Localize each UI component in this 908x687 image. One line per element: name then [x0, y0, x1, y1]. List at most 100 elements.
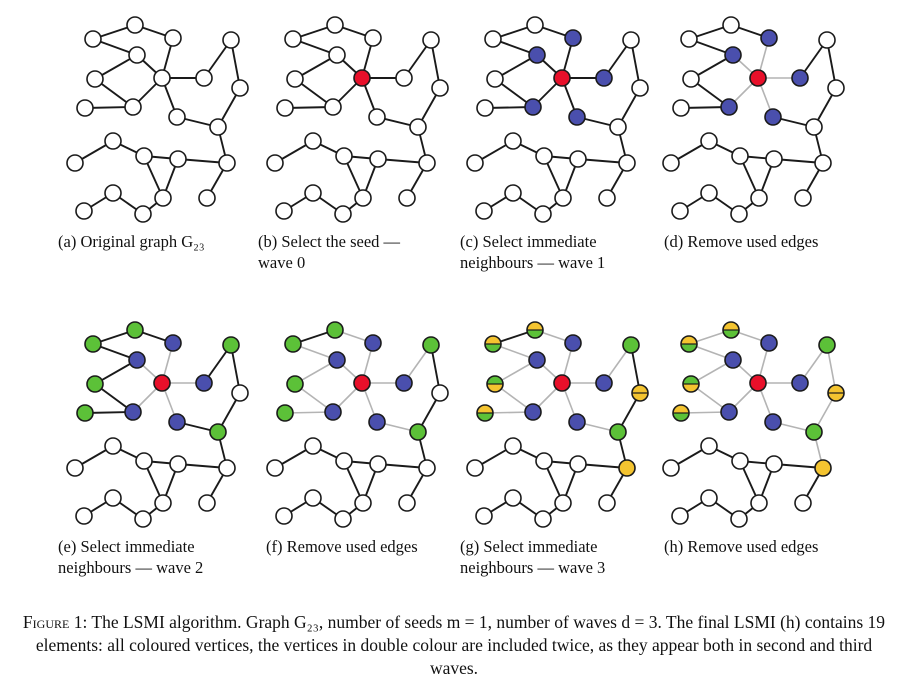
node-n11 — [368, 108, 386, 126]
node-n12 — [805, 118, 823, 136]
node-n11 — [568, 108, 586, 126]
node-n15 — [535, 147, 553, 165]
node-n5 — [286, 375, 304, 393]
subcaption-g: (g) Select immediate neighbours — wave 3 — [460, 536, 605, 578]
node-n17 — [418, 154, 436, 172]
node-n17 — [218, 459, 236, 477]
node-n3 — [528, 351, 546, 369]
node-n14 — [700, 132, 718, 150]
node-n19 — [354, 189, 372, 207]
node-n4 — [622, 31, 640, 49]
node-n17 — [814, 154, 832, 172]
panel-c — [400, 0, 660, 230]
node-n17 — [618, 154, 636, 172]
node-n5 — [486, 375, 504, 393]
node-n13 — [266, 154, 284, 172]
node-n15 — [731, 452, 749, 470]
node-n11 — [168, 413, 186, 431]
node-n20 — [75, 202, 93, 220]
node-n0 — [284, 30, 302, 48]
node-n19 — [154, 494, 172, 512]
figure-label: Figure 1: — [22, 612, 88, 632]
panel-b — [200, 0, 460, 230]
node-n10 — [720, 98, 738, 116]
subcaption-a: (a) Original graph G₂₃ — [58, 231, 205, 252]
node-n6 — [353, 374, 371, 392]
node-n15 — [335, 452, 353, 470]
graph-f — [266, 321, 449, 528]
node-n22 — [794, 494, 812, 512]
node-n7 — [595, 69, 613, 87]
node-n3 — [128, 46, 146, 64]
graph-h — [662, 321, 845, 528]
subcaption-a-line-1: (a) Original graph G₂₃ — [58, 232, 205, 251]
node-n8 — [231, 79, 249, 97]
node-n21 — [534, 205, 552, 223]
node-n3 — [724, 46, 742, 64]
node-n16 — [169, 150, 187, 168]
node-n8 — [827, 79, 845, 97]
node-n12 — [609, 423, 627, 441]
node-n19 — [554, 189, 572, 207]
node-n15 — [335, 147, 353, 165]
subcaption-c: (c) Select immediate neighbours — wave 1 — [460, 231, 605, 273]
node-n1 — [326, 16, 344, 34]
node-n15 — [535, 452, 553, 470]
node-n6 — [749, 374, 767, 392]
node-n13 — [662, 154, 680, 172]
node-n11 — [764, 108, 782, 126]
node-n7 — [195, 69, 213, 87]
node-n18 — [104, 489, 122, 507]
panel-f — [200, 305, 460, 535]
node-n22 — [398, 189, 416, 207]
node-n13 — [662, 459, 680, 477]
subcaption-c-line-1: (c) Select immediate — [460, 232, 597, 251]
node-n16 — [169, 455, 187, 473]
node-n4 — [422, 31, 440, 49]
graph-e — [66, 321, 249, 528]
node-n22 — [794, 189, 812, 207]
node-n10 — [324, 98, 342, 116]
node-n17 — [618, 459, 636, 477]
node-n2 — [164, 334, 182, 352]
node-n6 — [553, 374, 571, 392]
figure-caption-text: The LSMI algorithm. Graph G₂₃, number of… — [35, 612, 886, 678]
node-n17 — [218, 154, 236, 172]
node-n1 — [722, 16, 740, 34]
subcaption-g-line-1: (g) Select immediate — [460, 537, 598, 556]
graph-a — [66, 16, 249, 223]
node-n17 — [418, 459, 436, 477]
node-n22 — [598, 494, 616, 512]
node-n20 — [671, 507, 689, 525]
node-n21 — [534, 510, 552, 528]
node-n14 — [504, 437, 522, 455]
node-n10 — [524, 98, 542, 116]
panel-h — [596, 305, 856, 535]
node-n8 — [231, 384, 249, 402]
node-n3 — [328, 46, 346, 64]
subcaption-d: (d) Remove used edges — [664, 231, 818, 252]
node-n8 — [631, 79, 649, 97]
node-n19 — [750, 189, 768, 207]
node-n9 — [476, 99, 494, 117]
figure-caption: Figure 1: The LSMI algorithm. Graph G₂₃,… — [12, 611, 896, 680]
subcaption-f-line-1: (f) Remove used edges — [266, 537, 418, 556]
subcaption-e: (e) Select immediate neighbours — wave 2 — [58, 536, 203, 578]
node-n12 — [409, 423, 427, 441]
node-n4 — [622, 336, 640, 354]
node-n12 — [805, 423, 823, 441]
node-n9 — [276, 404, 294, 422]
node-n0 — [484, 30, 502, 48]
node-n8 — [827, 384, 845, 402]
node-n20 — [671, 202, 689, 220]
node-n16 — [369, 150, 387, 168]
node-n10 — [324, 403, 342, 421]
node-n5 — [86, 70, 104, 88]
node-n21 — [730, 510, 748, 528]
node-n13 — [266, 459, 284, 477]
node-n1 — [526, 16, 544, 34]
node-n4 — [818, 31, 836, 49]
node-n20 — [475, 202, 493, 220]
node-n20 — [75, 507, 93, 525]
